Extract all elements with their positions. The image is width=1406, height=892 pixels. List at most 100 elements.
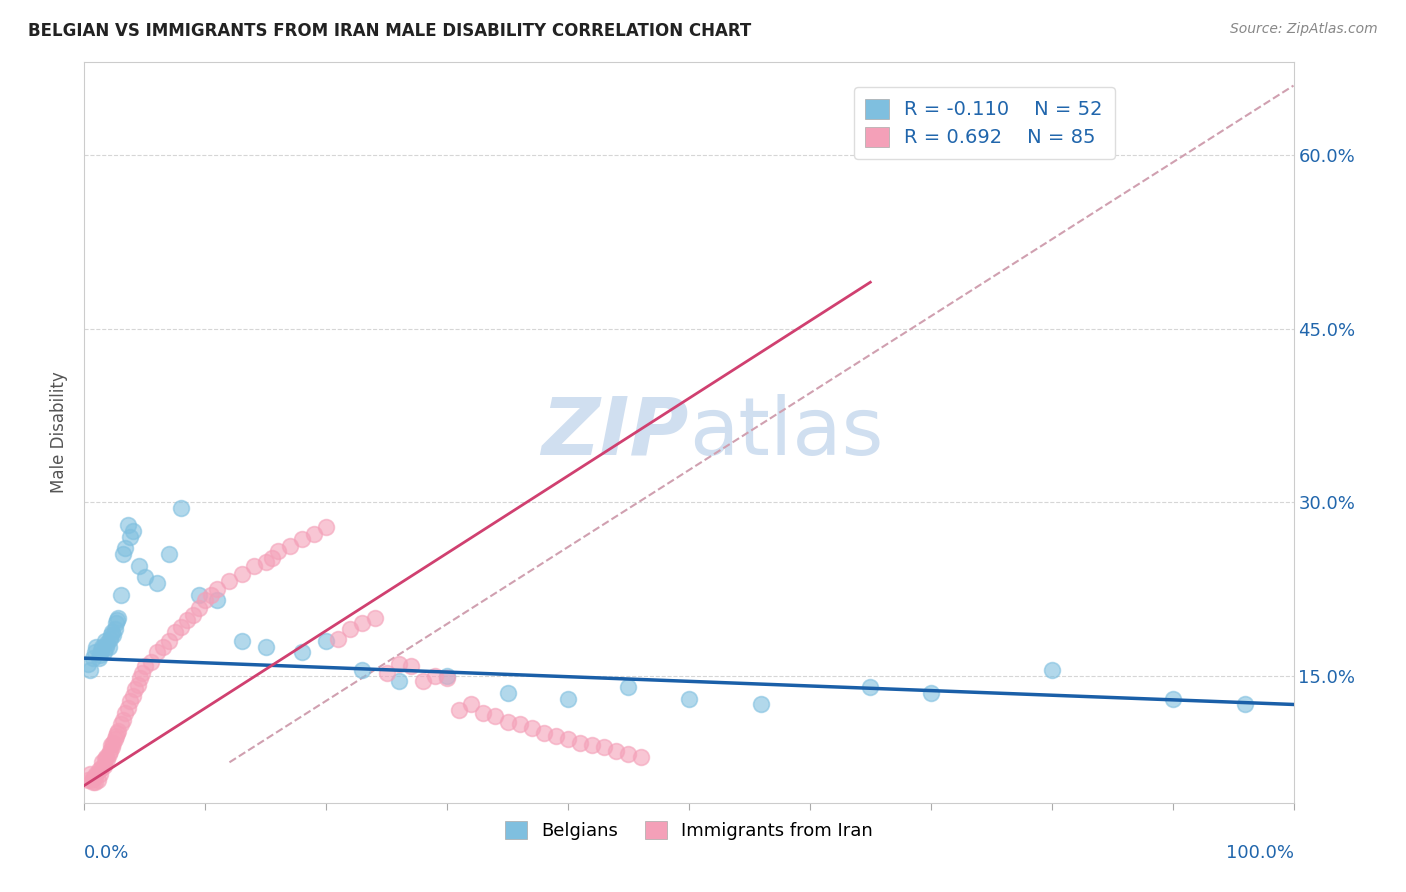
Point [98, 744, 121, 758]
Point [84, 645, 107, 659]
Point [291, 645, 314, 659]
Point [1161, 691, 1184, 706]
Point [107, 610, 129, 624]
Point [98, 632, 121, 646]
Point [188, 601, 211, 615]
Point [581, 738, 603, 752]
Point [920, 686, 942, 700]
Point [86, 640, 108, 654]
Point [131, 666, 153, 681]
Point [176, 613, 198, 627]
Point [231, 566, 253, 581]
Point [449, 703, 471, 717]
Point [105, 726, 128, 740]
Point [484, 709, 506, 723]
Point [630, 749, 652, 764]
Point [617, 747, 640, 762]
Point [82, 651, 104, 665]
Point [496, 714, 519, 729]
Point [84, 775, 107, 789]
Point [260, 550, 283, 565]
Point [82, 775, 104, 789]
Point [315, 520, 337, 534]
Point [1040, 663, 1063, 677]
Point [509, 717, 531, 731]
Point [120, 530, 142, 544]
Point [112, 547, 135, 561]
Point [207, 593, 229, 607]
Point [751, 698, 773, 712]
Point [104, 616, 127, 631]
Point [496, 686, 519, 700]
Point [557, 732, 579, 747]
Point [436, 671, 458, 685]
Point [90, 643, 112, 657]
Point [388, 674, 411, 689]
Point [134, 659, 156, 673]
Point [77, 657, 100, 671]
Point [328, 632, 350, 646]
Point [110, 717, 132, 731]
Point [89, 767, 111, 781]
Point [254, 555, 277, 569]
Point [363, 610, 385, 624]
Point [105, 613, 128, 627]
Point [104, 622, 127, 636]
Legend: Belgians, Immigrants from Iran: Belgians, Immigrants from Iran [496, 812, 882, 849]
Point [128, 558, 150, 573]
Point [87, 764, 110, 778]
Point [101, 740, 124, 755]
Point [388, 657, 411, 671]
Point [110, 588, 132, 602]
Point [86, 772, 108, 787]
Point [375, 666, 398, 681]
Point [127, 678, 149, 692]
Point [94, 640, 117, 654]
Point [617, 680, 640, 694]
Point [96, 636, 118, 650]
Point [104, 732, 127, 747]
Point [302, 527, 325, 541]
Point [165, 624, 187, 639]
Text: BELGIAN VS IMMIGRANTS FROM IRAN MALE DISABILITY CORRELATION CHART: BELGIAN VS IMMIGRANTS FROM IRAN MALE DIS… [28, 22, 751, 40]
Point [89, 648, 111, 662]
Point [593, 740, 616, 755]
Point [569, 736, 592, 750]
Point [90, 761, 112, 775]
Point [267, 543, 290, 558]
Point [231, 633, 253, 648]
Point [278, 539, 301, 553]
Point [80, 772, 103, 787]
Point [97, 747, 120, 762]
Point [103, 628, 125, 642]
Point [859, 680, 882, 694]
Point [96, 752, 118, 766]
Point [207, 582, 229, 596]
Point [339, 622, 361, 636]
Text: ZIP: ZIP [541, 393, 689, 472]
Point [883, 125, 905, 139]
Point [520, 721, 543, 735]
Point [678, 691, 700, 706]
Point [157, 633, 180, 648]
Text: atlas: atlas [689, 393, 883, 472]
Point [146, 576, 169, 591]
Point [352, 616, 374, 631]
Point [188, 588, 211, 602]
Point [605, 744, 627, 758]
Text: 100.0%: 100.0% [1226, 844, 1294, 862]
Point [101, 624, 124, 639]
Point [91, 756, 114, 770]
Point [460, 698, 482, 712]
Point [79, 663, 101, 677]
Point [94, 749, 117, 764]
Point [200, 588, 222, 602]
Point [242, 558, 264, 573]
Point [93, 758, 115, 772]
Point [146, 645, 169, 659]
Point [472, 706, 495, 720]
Text: 0.0%: 0.0% [84, 844, 129, 862]
Point [139, 655, 162, 669]
Point [100, 738, 122, 752]
Point [104, 729, 127, 743]
